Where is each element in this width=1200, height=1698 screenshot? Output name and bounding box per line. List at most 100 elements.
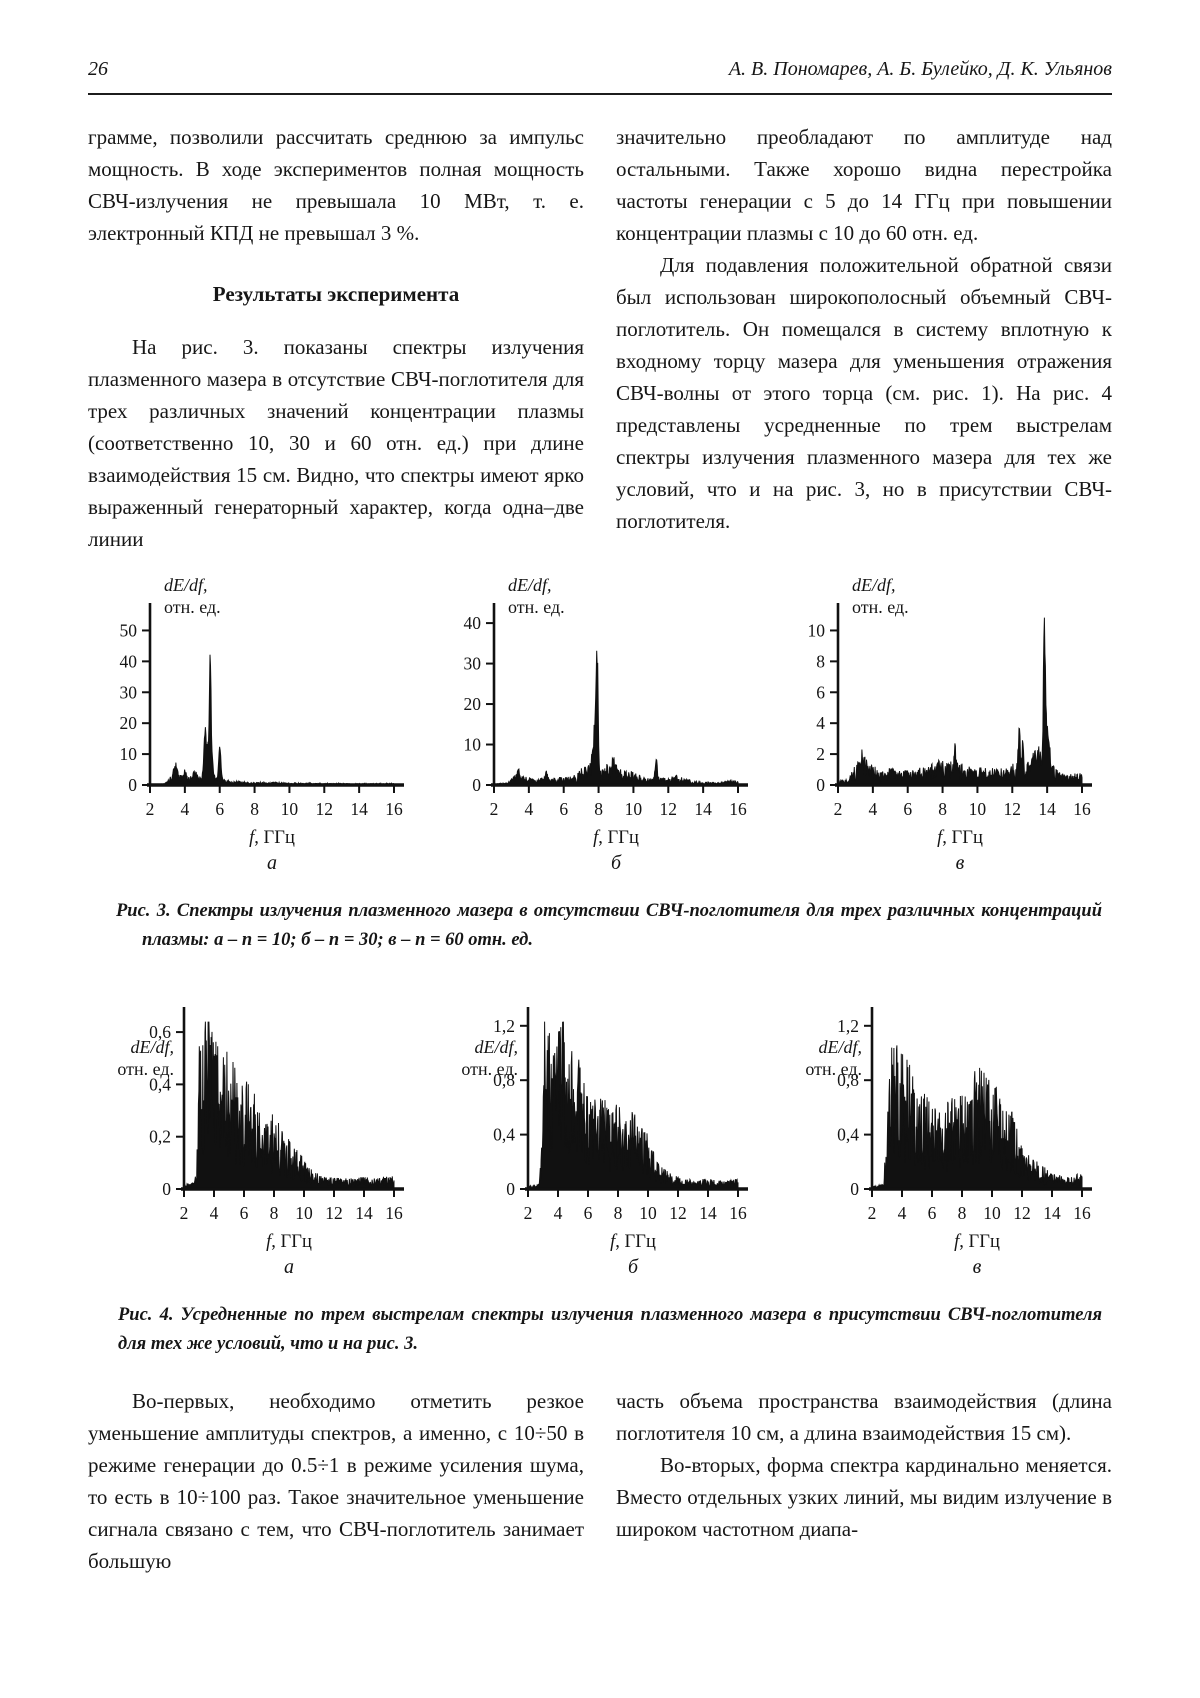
svg-text:отн. ед.: отн. ед. xyxy=(805,1059,862,1079)
svg-text:14: 14 xyxy=(350,799,368,819)
svg-text:б: б xyxy=(611,852,622,874)
figure-4: 0 0,2 0,4 0,6 2 4 6 8 10 12 14 16 f, ГГц dE/df, отн. е… xyxy=(88,973,1112,1279)
paragraph: Во-вторых, форма спектра кардинально мен… xyxy=(616,1453,1112,1541)
svg-text:6: 6 xyxy=(903,799,912,819)
svg-text:14: 14 xyxy=(699,1203,717,1223)
fig4-chart-a: 0 0,2 0,4 0,6 2 4 6 8 10 12 14 16 f, ГГц dE/df,отн. е… xyxy=(117,1007,404,1278)
svg-text:в: в xyxy=(973,1256,982,1278)
right-column-top: значительно преобладают по амплитуде над… xyxy=(616,121,1112,555)
svg-text:12: 12 xyxy=(1004,799,1022,819)
svg-text:0: 0 xyxy=(128,775,137,795)
svg-text:а: а xyxy=(267,852,277,874)
svg-text:отн. ед.: отн. ед. xyxy=(117,1059,174,1079)
svg-text:10: 10 xyxy=(281,799,299,819)
svg-text:16: 16 xyxy=(385,799,403,819)
svg-text:6: 6 xyxy=(559,799,568,819)
svg-text:2: 2 xyxy=(834,799,843,819)
svg-text:20: 20 xyxy=(120,713,138,733)
svg-text:6: 6 xyxy=(928,1203,937,1223)
fig3-chart-b: 0 10 20 30 40 2 4 6 8 10 12 14 16 f, ГГц dE/df,отн. ед… xyxy=(464,575,748,874)
figure-3: 0 10 20 30 40 50 2 4 6 8 10 12 14 16 f, ГГц dE/df, отн. … xyxy=(88,569,1112,875)
svg-text:16: 16 xyxy=(1073,799,1091,819)
svg-text:8: 8 xyxy=(270,1203,279,1223)
svg-text:40: 40 xyxy=(464,613,482,633)
svg-text:4: 4 xyxy=(524,799,533,819)
svg-text:1,2: 1,2 xyxy=(837,1016,859,1036)
page-number: 26 xyxy=(88,58,108,80)
svg-text:2: 2 xyxy=(868,1203,877,1223)
svg-text:8: 8 xyxy=(816,651,825,671)
svg-text:6: 6 xyxy=(215,799,224,819)
svg-text:dE/df,: dE/df, xyxy=(852,575,896,595)
svg-text:12: 12 xyxy=(325,1203,343,1223)
svg-text:6: 6 xyxy=(816,682,825,702)
svg-text:dE/df,: dE/df, xyxy=(475,1037,519,1057)
svg-text:12: 12 xyxy=(660,799,678,819)
svg-text:10: 10 xyxy=(120,744,138,764)
svg-text:0,8: 0,8 xyxy=(493,1070,515,1090)
svg-text:10: 10 xyxy=(625,799,643,819)
left-column-top: грамме, позволили рассчитать среднюю за … xyxy=(88,121,584,555)
section-heading: Результаты эксперимента xyxy=(212,282,460,306)
top-text-columns: грамме, позволили рассчитать среднюю за … xyxy=(88,121,1112,555)
svg-text:2: 2 xyxy=(816,744,825,764)
svg-text:10: 10 xyxy=(983,1203,1001,1223)
svg-text:8: 8 xyxy=(938,799,947,819)
svg-text:f, ГГц: f, ГГц xyxy=(937,828,983,848)
svg-text:12: 12 xyxy=(669,1203,687,1223)
svg-text:12: 12 xyxy=(316,799,334,819)
bottom-text-columns: Во-первых, необходимо отметить резкое ум… xyxy=(88,1385,1112,1577)
svg-text:dE/df,: dE/df, xyxy=(819,1037,863,1057)
svg-text:0: 0 xyxy=(816,775,825,795)
svg-text:f, ГГц: f, ГГц xyxy=(249,828,295,848)
svg-text:8: 8 xyxy=(614,1203,623,1223)
svg-text:dE/df,: dE/df, xyxy=(131,1037,175,1057)
fig4-chart-b: 0 0,4 0,8 1,2 2 4 6 8 10 12 14 16 f, ГГц dE/df,отн. е… xyxy=(461,1007,748,1278)
svg-text:б: б xyxy=(628,1256,639,1278)
svg-text:10: 10 xyxy=(808,620,826,640)
svg-text:f, ГГц: f, ГГц xyxy=(593,828,639,848)
svg-text:30: 30 xyxy=(120,682,138,702)
svg-text:f, ГГц: f, ГГц xyxy=(610,1232,656,1252)
svg-text:а: а xyxy=(284,1256,294,1278)
header-rule xyxy=(88,93,1112,95)
svg-text:10: 10 xyxy=(969,799,987,819)
svg-text:отн. ед.: отн. ед. xyxy=(852,597,909,617)
right-column-bottom: часть объема пространства взаимодействия… xyxy=(616,1385,1112,1577)
svg-text:8: 8 xyxy=(594,799,603,819)
svg-text:50: 50 xyxy=(120,620,138,640)
svg-text:6: 6 xyxy=(240,1203,249,1223)
svg-text:40: 40 xyxy=(120,651,138,671)
svg-text:0,4: 0,4 xyxy=(837,1125,859,1145)
svg-text:10: 10 xyxy=(639,1203,657,1223)
fig3-caption: Рис. 3. Спектры излучения плазменного ма… xyxy=(116,901,1102,950)
svg-text:16: 16 xyxy=(729,799,747,819)
paragraph: значительно преобладают по амплитуде над… xyxy=(616,125,1112,245)
paragraph: Во-первых, необходимо отметить резкое ум… xyxy=(88,1389,584,1573)
svg-text:4: 4 xyxy=(180,799,189,819)
svg-text:14: 14 xyxy=(1038,799,1056,819)
svg-text:0: 0 xyxy=(472,775,481,795)
svg-text:4: 4 xyxy=(210,1203,219,1223)
svg-text:4: 4 xyxy=(816,713,825,733)
running-authors: А. В. Пономарев, А. Б. Булейко, Д. К. Ул… xyxy=(728,58,1112,80)
svg-text:10: 10 xyxy=(464,735,482,755)
svg-text:16: 16 xyxy=(1073,1203,1091,1223)
svg-text:12: 12 xyxy=(1013,1203,1031,1223)
paragraph: грамме, позволили рассчитать среднюю за … xyxy=(88,125,584,245)
svg-text:0: 0 xyxy=(506,1179,515,1199)
paragraph: На рис. 3. показаны спектры излучения пл… xyxy=(88,335,584,551)
fig3-chart-a: 0 10 20 30 40 50 2 4 6 8 10 12 14 16 f, ГГц dE/df,отн. … xyxy=(120,575,404,874)
svg-text:f, ГГц: f, ГГц xyxy=(954,1232,1000,1252)
svg-text:0: 0 xyxy=(162,1179,171,1199)
page-header: 26 А. В. Пономарев, А. Б. Булейко, Д. К.… xyxy=(88,58,1112,81)
svg-text:14: 14 xyxy=(355,1203,373,1223)
svg-text:4: 4 xyxy=(554,1203,563,1223)
svg-text:30: 30 xyxy=(464,654,482,674)
svg-text:2: 2 xyxy=(146,799,155,819)
svg-text:dE/df,: dE/df, xyxy=(164,575,208,595)
svg-text:2: 2 xyxy=(180,1203,189,1223)
svg-text:0,2: 0,2 xyxy=(149,1127,171,1147)
